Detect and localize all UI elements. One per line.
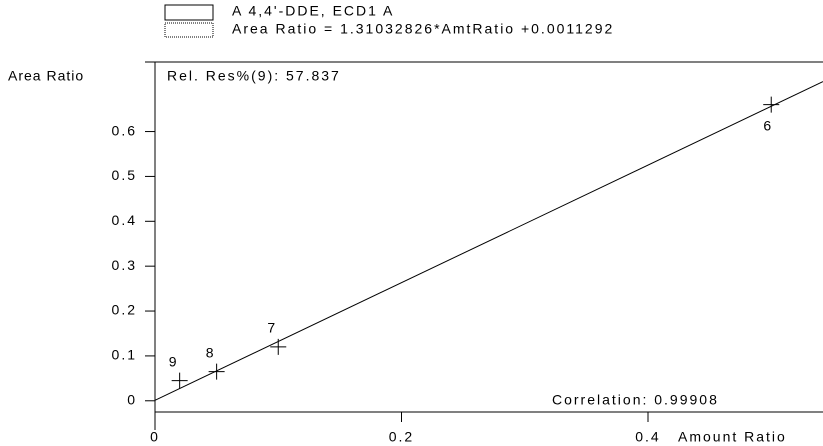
y-tick-label: 0.2 — [112, 302, 137, 318]
y-tick-label: 0 — [127, 391, 137, 407]
y-tick-label: 0.4 — [112, 212, 137, 228]
legend-label: Area Ratio = 1.31032826*AmtRatio +0.0011… — [232, 21, 614, 37]
y-axis-label: Area Ratio — [8, 68, 84, 84]
x-axis-label: Amount Ratio — [678, 429, 787, 445]
point-label: 9 — [169, 353, 179, 369]
legend-swatch — [164, 4, 214, 21]
y-tick-label: 0.6 — [112, 122, 137, 138]
data-point — [763, 96, 780, 113]
annotation: Correlation: 0.99908 — [552, 392, 719, 408]
point-label: 7 — [267, 320, 277, 336]
data-point — [208, 363, 225, 380]
x-tick-label: 0 — [150, 429, 160, 445]
x-tick-label: 0.2 — [389, 429, 414, 445]
annotation: Rel. Res%(9): 57.837 — [167, 68, 341, 84]
y-tick-label: 0.1 — [112, 347, 137, 363]
point-label: 8 — [206, 344, 216, 360]
data-point — [171, 372, 188, 389]
y-tick-label: 0.5 — [112, 167, 137, 183]
legend-label: A 4,4'-DDE, ECD1 A — [232, 3, 394, 19]
fit-line — [154, 81, 823, 401]
point-label: 6 — [763, 117, 773, 133]
y-tick-label: 0.3 — [112, 257, 137, 273]
x-tick-label: 0.4 — [635, 429, 660, 445]
legend-swatch — [164, 22, 214, 38]
data-point — [270, 338, 287, 355]
